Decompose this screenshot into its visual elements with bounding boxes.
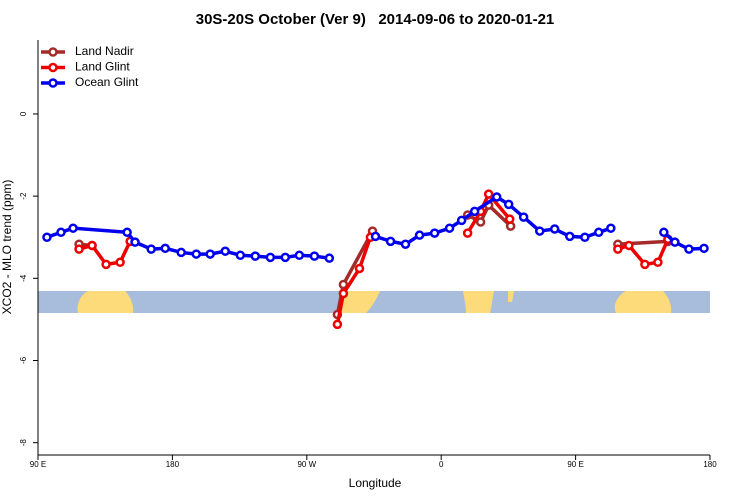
data-point <box>659 227 669 238</box>
data-point <box>56 227 66 238</box>
data-point <box>205 249 215 259</box>
data-point <box>699 243 709 254</box>
data-point <box>475 217 486 227</box>
data-point <box>68 223 78 233</box>
land-sea-band <box>38 291 710 313</box>
data-point <box>265 252 276 263</box>
data-point <box>280 252 291 263</box>
data-point <box>593 227 604 238</box>
land-patch <box>463 291 494 313</box>
data-point <box>414 230 425 240</box>
data-point <box>101 259 111 270</box>
data-point <box>503 199 514 210</box>
data-point <box>115 257 125 268</box>
x-tick-label: 90 E <box>30 460 46 469</box>
data-point <box>250 251 261 261</box>
chart-title: 30S-20S October (Ver 9) 2014-09-06 to 20… <box>196 11 555 28</box>
x-tick-label: 180 <box>166 460 180 469</box>
data-point <box>122 227 132 238</box>
legend-label: Land Glint <box>75 60 130 74</box>
y-tick-label: -4 <box>19 274 28 282</box>
land-patch <box>614 291 672 313</box>
data-point <box>235 250 246 261</box>
data-point <box>549 224 560 234</box>
data-point <box>462 228 473 238</box>
data-point <box>42 232 52 242</box>
data-point <box>624 240 634 251</box>
data-point <box>613 244 623 254</box>
legend-marker <box>48 47 58 57</box>
data-point <box>456 215 467 226</box>
y-tick-label: -8 <box>19 439 28 447</box>
land-patch <box>77 291 134 313</box>
data-point <box>294 250 305 261</box>
data-point <box>670 237 680 247</box>
data-point <box>130 237 140 247</box>
data-point <box>324 253 335 263</box>
x-tick-label: 0 <box>439 460 444 469</box>
data-point <box>220 246 231 256</box>
land-patch <box>508 291 514 302</box>
legend-marker <box>48 62 58 73</box>
data-point <box>640 259 650 270</box>
data-point <box>469 206 480 217</box>
data-point <box>400 239 411 249</box>
legend-label: Ocean Glint <box>75 75 139 89</box>
x-tick-label: 180 <box>703 460 717 469</box>
data-point <box>535 226 545 236</box>
data-point <box>684 244 694 254</box>
data-point <box>87 240 97 251</box>
data-point <box>565 231 575 242</box>
y-tick-label: -6 <box>19 356 28 364</box>
x-tick-label: 90 E <box>567 460 583 469</box>
data-point <box>504 214 515 224</box>
data-point <box>606 223 616 233</box>
data-point <box>191 249 202 259</box>
data-point <box>444 223 455 233</box>
data-point <box>160 243 170 254</box>
data-point <box>580 232 590 242</box>
data-point <box>74 244 84 254</box>
x-axis-label: Longitude <box>349 476 402 490</box>
legend-marker <box>48 78 58 88</box>
y-tick-label: -2 <box>19 192 28 200</box>
data-point <box>146 244 156 254</box>
land-patch <box>340 291 380 313</box>
data-point <box>483 189 494 199</box>
data-point <box>338 279 349 290</box>
data-point <box>518 212 529 222</box>
data-point <box>385 236 396 247</box>
legend-label: Land Nadir <box>75 44 134 58</box>
x-tick-label: 90 W <box>297 460 316 469</box>
data-point <box>338 288 349 299</box>
data-point <box>332 319 343 330</box>
data-point <box>309 251 320 261</box>
data-point <box>429 228 440 238</box>
y-tick-label: 0 <box>19 111 28 116</box>
data-point <box>354 263 365 274</box>
data-point <box>176 247 186 258</box>
data-point <box>492 192 502 202</box>
data-point <box>370 231 381 242</box>
y-axis-label: XCO2 - MLO trend (ppm) <box>0 180 14 315</box>
data-point <box>653 257 663 268</box>
